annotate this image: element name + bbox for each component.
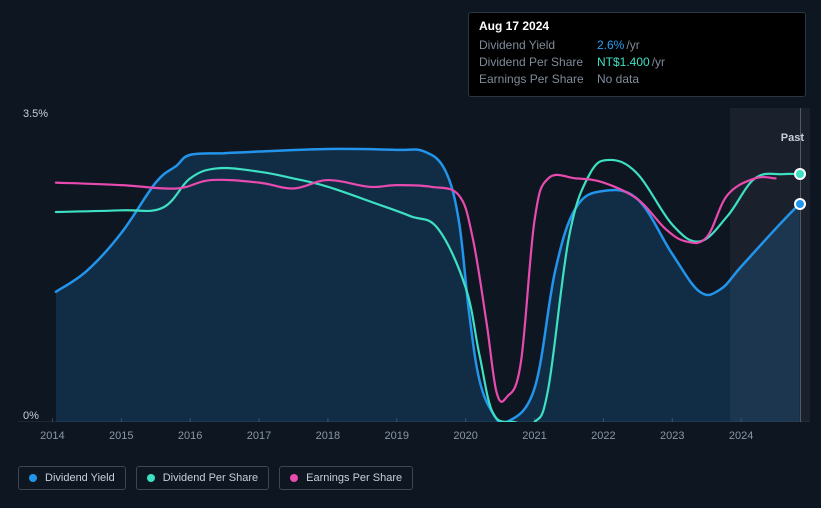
series-end-dot-dividend_per_share — [794, 168, 806, 180]
tooltip-date: Aug 17 2024 — [479, 19, 795, 33]
chart-svg — [18, 108, 810, 422]
legend-item-dividend_per_share[interactable]: Dividend Per Share — [136, 466, 269, 490]
tooltip-row: Earnings Per ShareNo data — [479, 71, 795, 88]
x-tick-label: 2019 — [385, 430, 409, 442]
legend-dot-icon — [29, 474, 37, 482]
x-axis-labels: 2014 2015 2016 2017 2018 2019 2020 2021 2022 2023… — [18, 430, 810, 446]
x-tick-label: 2022 — [591, 430, 615, 442]
x-tick-label: 2017 — [247, 430, 271, 442]
tooltip-key: Dividend Yield — [479, 37, 597, 54]
legend-label: Dividend Per Share — [163, 472, 258, 484]
tooltip-row: Dividend Yield2.6%/yr — [479, 37, 795, 54]
tooltip-key: Earnings Per Share — [479, 71, 597, 88]
x-tick-label: 2016 — [178, 430, 202, 442]
legend-dot-icon — [290, 474, 298, 482]
tooltip-key: Dividend Per Share — [479, 54, 597, 71]
tooltip-row: Dividend Per ShareNT$1.400/yr — [479, 54, 795, 71]
x-tick-label: 2014 — [40, 430, 64, 442]
tooltip-value: 2.6%/yr — [597, 37, 640, 54]
x-tick-label: 2021 — [522, 430, 546, 442]
tooltip-value: No data — [597, 71, 639, 88]
x-tick-label: 2020 — [453, 430, 477, 442]
legend-dot-icon — [147, 474, 155, 482]
x-tick-label: 2023 — [660, 430, 684, 442]
legend-item-dividend_yield[interactable]: Dividend Yield — [18, 466, 126, 490]
chart-tooltip: Aug 17 2024 Dividend Yield2.6%/yrDividen… — [468, 12, 806, 97]
series-end-dot-dividend_yield — [794, 198, 806, 210]
chart-legend: Dividend Yield Dividend Per Share Earnings… — [18, 466, 413, 490]
tooltip-value: NT$1.400/yr — [597, 54, 665, 71]
x-tick-label: 2018 — [316, 430, 340, 442]
legend-item-earnings_per_share[interactable]: Earnings Per Share — [279, 466, 413, 490]
plot-area[interactable]: Past — [18, 108, 810, 422]
x-tick-label: 2024 — [729, 430, 753, 442]
x-tick-label: 2015 — [109, 430, 133, 442]
legend-label: Earnings Per Share — [306, 472, 402, 484]
chart-container: Aug 17 2024 Dividend Yield2.6%/yrDividen… — [0, 0, 821, 508]
legend-label: Dividend Yield — [45, 472, 115, 484]
chart-crosshair — [800, 108, 801, 422]
